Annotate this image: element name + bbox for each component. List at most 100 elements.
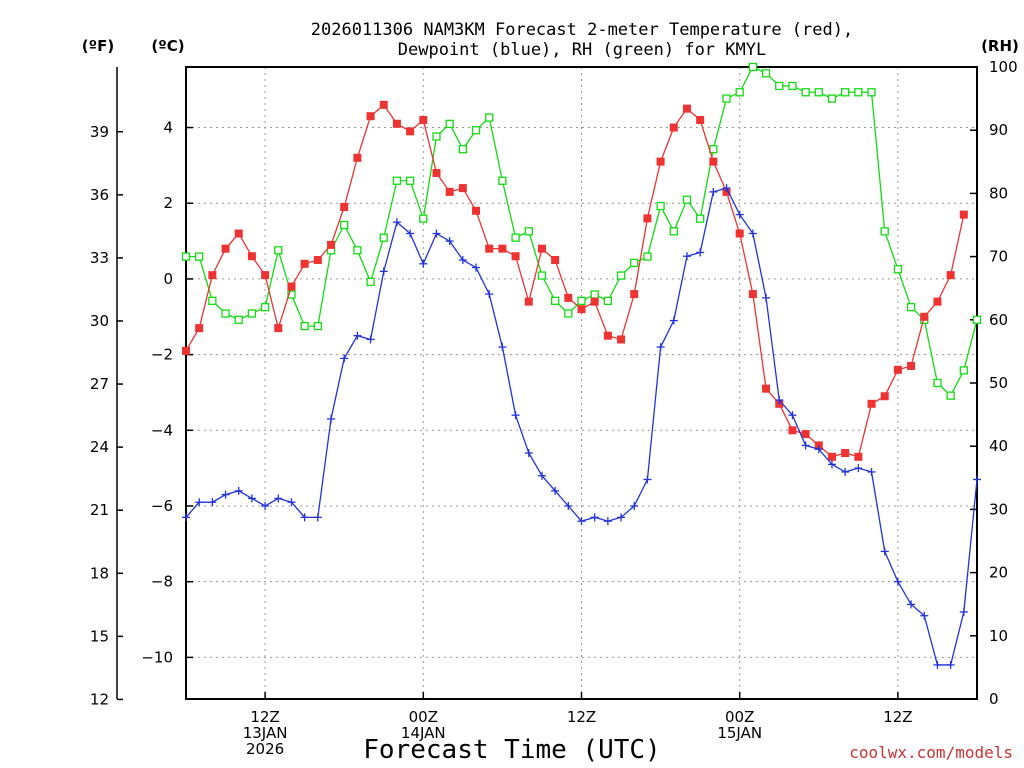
rh-point-38 [682,195,692,204]
temperature-point-44 [762,384,771,393]
celsius-tick-label-0: 0 [163,270,173,288]
rh-point-25 [511,233,520,242]
temperature-point-16 [392,119,401,128]
rh-point-20 [445,119,454,129]
rh-point-46 [788,81,797,91]
credit-text: coolwx.com/models [849,743,1013,762]
dewpoint-point-10 [313,513,322,522]
temperature-point-57 [933,297,942,306]
temperature-point-33 [617,335,626,344]
dewpoint-point-5 [247,494,256,503]
temperature-point-30 [577,305,586,314]
temperature-point-3 [221,244,230,253]
dewpoint-point-32 [603,517,612,526]
rh-point-12 [340,220,349,230]
rh-point-32 [603,296,613,305]
dewpoint-point-14 [366,335,375,344]
rh-unit-label: (RH) [981,37,1019,55]
dewpoint-point-36 [656,343,665,352]
rh-point-6 [260,303,270,312]
dewpoint-point-30 [577,517,586,526]
dewpoint-point-59 [959,607,968,616]
rh-point-47 [801,88,810,97]
dewpoint-point-60 [973,475,981,484]
dewpoint-point-42 [735,210,744,219]
dewpoint-point-18 [419,259,428,268]
dewpoint-point-21 [458,256,467,265]
rh-tick-label-80: 80 [989,184,1008,202]
celsius-tick-label--2: −2 [151,346,173,364]
rh-point-54 [893,265,903,274]
dewpoint-point-28 [551,486,560,495]
rh-point-34 [630,258,639,268]
rh-point-60 [972,315,982,324]
rh-tick-label-0: 0 [989,690,999,708]
dewpoint-point-49 [827,460,836,469]
x-tick-label-18-0: 00Z [409,708,438,726]
rh-point-19 [432,132,441,141]
dewpoint-point-43 [748,229,757,238]
rh-point-49 [827,94,837,103]
axes-layer [116,66,978,700]
temperature-point-51 [854,452,863,461]
rh-tick-label-60: 60 [989,311,1008,329]
temperature-point-49 [827,452,836,461]
temperature-point-53 [880,392,889,401]
plot-frame [185,66,978,700]
x-tick-label-54-0: 12Z [883,708,912,726]
rh-point-24 [498,176,507,185]
rh-point-3 [221,309,230,318]
rh-point-39 [696,214,705,223]
temperature-point-23 [485,244,494,253]
rh-point-52 [867,88,876,97]
temperature-point-47 [801,430,810,439]
x-tick-label-6-1: 13JAN [243,724,288,742]
rh-point-45 [775,81,784,91]
fahrenheit-tick-label-33: 33 [90,249,109,267]
dewpoint-point-26 [524,449,533,458]
rh-point-35 [643,252,652,261]
fahrenheit-tick-label-12: 12 [90,690,109,708]
dewpoint-point-11 [327,414,336,423]
rh-point-17 [405,176,415,185]
temperature-point-56 [920,312,929,321]
temperature-point-5 [247,252,256,261]
temperature-point-35 [643,214,652,223]
temperature-line [185,103,965,458]
temperature-point-46 [788,426,797,435]
celsius-tick-label--8: −8 [151,573,173,591]
fahrenheit-tick-label-21: 21 [90,501,109,519]
x-tick-label-18-1: 14JAN [401,724,446,742]
rh-point-26 [524,227,533,236]
dewpoint-point-35 [643,475,652,484]
temperature-point-28 [551,256,560,265]
fahrenheit-tick-label-30: 30 [90,312,109,330]
rh-point-41 [722,94,731,103]
dewpoint-point-0 [182,513,190,522]
temperature-point-21 [458,184,467,193]
rh-point-43 [748,62,758,72]
temperature-point-17 [406,127,415,136]
temperature-point-38 [682,104,691,113]
rh-point-14 [366,277,375,287]
rh-tick-label-70: 70 [989,248,1008,266]
dewpoint-point-54 [893,577,902,586]
rh-point-40 [709,145,718,154]
temperature-point-39 [696,115,705,124]
x-tick-label-30-0: 12Z [567,708,596,726]
temperature-point-27 [537,244,546,253]
temperature-point-36 [656,157,665,166]
dewpoint-point-19 [432,229,441,238]
temperature-point-14 [366,112,375,121]
temperature-point-26 [524,297,533,306]
rh-point-10 [313,321,322,331]
temperature-point-4 [234,229,243,238]
temperature-point-19 [432,168,441,177]
rh-point-33 [616,271,626,280]
dewpoint-point-24 [498,343,507,352]
grid-layer [186,67,977,699]
fahrenheit-tick-label-27: 27 [90,375,109,393]
dewpoint-point-8 [287,498,296,507]
temperature-point-13 [353,153,362,162]
